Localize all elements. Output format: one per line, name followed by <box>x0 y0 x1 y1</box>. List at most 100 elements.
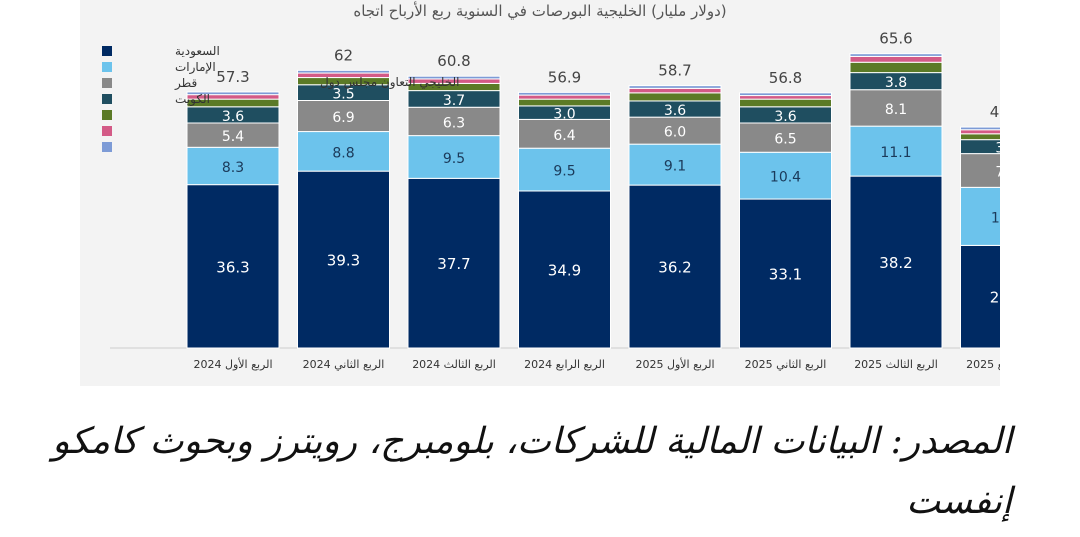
bar-segment-4-3 <box>518 118 611 149</box>
legend-swatch-2 <box>102 62 112 72</box>
bar-segment-4-2 <box>518 147 611 192</box>
legend-swatch-7 <box>102 142 112 152</box>
bar-segment-6-5 <box>739 98 832 108</box>
bar-segment-6-1 <box>739 198 832 349</box>
x-tick-label-3: الربع الثالث 2024 <box>412 358 496 371</box>
bar-segment-5-6 <box>628 87 722 94</box>
x-tick-label-1: الربع الأول 2024 <box>193 357 272 371</box>
bar-segment-5-7 <box>628 85 722 89</box>
data-label-8-3: 7.5 <box>995 164 1000 180</box>
bar-segment-7-1 <box>849 175 943 349</box>
total-label-5: 58.7 <box>658 62 691 80</box>
data-label-1-2: 8.3 <box>222 160 244 176</box>
legend-label-4: الكويت <box>175 92 210 107</box>
bar-segment-3-7 <box>407 75 501 80</box>
legend-label-2: الإمارات <box>175 60 216 75</box>
data-label-4-3: 6.4 <box>553 128 575 144</box>
data-label-3-4: 3.7 <box>443 93 465 109</box>
bar-segment-6-3 <box>739 122 832 153</box>
bar-segment-2-7 <box>297 69 390 74</box>
x-tick-label-2: الربع الثاني 2024 <box>303 358 385 371</box>
chart-title: (دولار مليار) الخليجية البورصات في السنو… <box>353 2 727 20</box>
data-label-6-1: 33.1 <box>769 266 802 284</box>
data-label-4-2: 9.5 <box>553 164 575 180</box>
bar-segment-8-3 <box>960 153 1000 188</box>
bar-segment-1-7 <box>186 91 280 96</box>
bar-segment-8-4 <box>960 139 1000 155</box>
bar-segment-3-2 <box>407 135 501 179</box>
data-label-8-2: 12.9 <box>991 210 1000 226</box>
chart-panel: 36.3 8.3 5.4 3.6 57.3 39.3 8.8 6.9 3.5 62 37.7 9.5 6… <box>80 0 1000 386</box>
x-tick-label-5: الربع الأول 2025 <box>635 357 714 371</box>
total-label-6: 56.8 <box>769 69 802 87</box>
bar-segment-5-1 <box>628 184 722 349</box>
legend-label-7: الخليجي التعاون مجلس دول <box>320 75 460 90</box>
data-label-5-4: 3.6 <box>664 103 686 119</box>
data-label-6-2: 10.4 <box>770 170 801 186</box>
bar-segment-2-2 <box>297 131 390 172</box>
bar-segment-7-6 <box>849 55 943 63</box>
data-label-2-2: 8.8 <box>332 145 354 161</box>
x-tick-label-7: الربع الثالث 2025 <box>854 358 938 371</box>
bar-segment-1-1 <box>186 184 280 349</box>
legend-label-3: قطر <box>174 76 197 91</box>
data-label-5-3: 6.0 <box>664 125 686 141</box>
data-label-8-1: 22.8 <box>990 289 1000 307</box>
legend-swatch-3 <box>102 78 112 88</box>
x-tick-label-6: الربع الثاني 2025 <box>745 358 827 371</box>
data-label-6-4: 3.6 <box>774 109 796 125</box>
legend-swatch-5 <box>102 110 112 120</box>
bar-segment-3-1 <box>407 177 501 349</box>
bar-segment-2-1 <box>297 170 390 349</box>
bar-segment-5-3 <box>628 116 722 145</box>
bar-segment-1-2 <box>186 146 280 186</box>
bar-segment-6-2 <box>739 151 832 200</box>
data-label-7-3: 8.1 <box>885 102 907 118</box>
data-label-2-3: 6.9 <box>332 110 354 126</box>
total-label-8: 49.4 <box>990 103 1000 121</box>
data-label-1-3: 5.4 <box>222 129 244 145</box>
total-label-1: 57.3 <box>216 68 249 86</box>
data-label-3-1: 37.7 <box>437 255 470 273</box>
bar-segment-2-3 <box>297 100 390 133</box>
bar-segment-5-2 <box>628 143 722 186</box>
x-tick-label-4: الربع الرابع 2024 <box>524 358 605 371</box>
bar-segment-8-6 <box>960 129 1000 135</box>
bar-segment-8-5 <box>960 133 1000 141</box>
legend-swatch-6 <box>102 126 112 136</box>
data-label-2-4: 3.5 <box>332 87 354 103</box>
data-label-7-4: 3.8 <box>885 75 907 91</box>
bar-segment-7-3 <box>849 89 943 127</box>
data-label-1-4: 3.6 <box>222 109 244 125</box>
bar-segment-7-5 <box>849 61 943 74</box>
stacked-bar-chart: 36.3 8.3 5.4 3.6 57.3 39.3 8.8 6.9 3.5 62 37.7 9.5 6… <box>102 30 1000 371</box>
bar-segment-7-7 <box>849 53 943 57</box>
data-label-4-1: 34.9 <box>548 261 581 279</box>
data-label-7-1: 38.2 <box>879 254 912 272</box>
legend-swatch-1 <box>102 46 112 56</box>
x-tick-label-8: الربع الرابع 2025 <box>966 358 1000 371</box>
data-label-2-1: 39.3 <box>327 252 360 270</box>
bar-segment-4-7 <box>518 91 611 96</box>
bar-segment-6-6 <box>739 95 832 100</box>
data-label-7-2: 11.1 <box>880 145 911 161</box>
bar-segment-5-5 <box>628 92 722 102</box>
source-caption: المصدر: البيانات المالية للشركات، بلومبر… <box>52 421 1012 522</box>
data-label-5-2: 9.1 <box>664 159 686 175</box>
data-label-1-1: 36.3 <box>216 258 249 276</box>
data-label-3-3: 6.3 <box>443 115 465 131</box>
data-label-5-1: 36.2 <box>658 259 691 277</box>
bar-segment-3-3 <box>407 106 501 137</box>
bar-segment-8-2 <box>960 186 1000 246</box>
total-label-7: 65.6 <box>879 30 912 48</box>
total-label-4: 56.9 <box>548 68 581 86</box>
total-label-3: 60.8 <box>437 52 470 70</box>
data-label-8-4: 3.1 <box>995 141 1000 157</box>
total-label-2: 62 <box>334 46 353 64</box>
legend-swatch-4 <box>102 94 112 104</box>
data-label-4-4: 3.0 <box>553 107 575 123</box>
bar-segment-8-1 <box>960 244 1000 349</box>
legend-label-1: السعودية <box>175 44 220 59</box>
bar-segment-4-6 <box>518 94 611 100</box>
bar-segment-7-2 <box>849 125 943 177</box>
